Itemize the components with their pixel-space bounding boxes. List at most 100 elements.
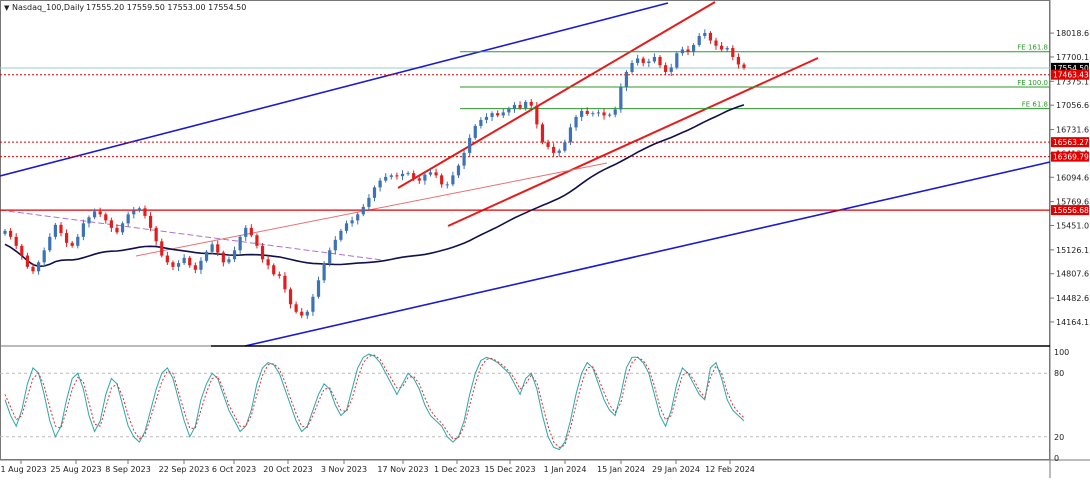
candle-body[interactable] bbox=[25, 255, 29, 267]
candle-body[interactable] bbox=[395, 175, 399, 177]
candle-body[interactable] bbox=[680, 49, 685, 54]
candle-body[interactable] bbox=[154, 227, 158, 242]
blue-channel-lower[interactable] bbox=[244, 161, 1051, 347]
candle-body[interactable] bbox=[652, 56, 657, 62]
candle-body[interactable] bbox=[148, 215, 153, 228]
candle-body[interactable] bbox=[3, 230, 7, 234]
candle-body[interactable] bbox=[339, 230, 343, 240]
candle-body[interactable] bbox=[356, 214, 360, 221]
candle-body[interactable] bbox=[120, 223, 125, 233]
candle-body[interactable] bbox=[288, 289, 293, 305]
candle-body[interactable] bbox=[557, 150, 561, 153]
candle-body[interactable] bbox=[568, 127, 573, 143]
candle-body[interactable] bbox=[176, 263, 181, 267]
candle-body[interactable] bbox=[372, 187, 377, 198]
candle-body[interactable] bbox=[512, 104, 517, 109]
candle-body[interactable] bbox=[8, 230, 13, 237]
candle-body[interactable] bbox=[647, 61, 651, 63]
candle-body[interactable] bbox=[546, 142, 550, 147]
candle-body[interactable] bbox=[227, 259, 231, 263]
candle-body[interactable] bbox=[81, 223, 85, 237]
candle-body[interactable] bbox=[143, 208, 147, 216]
candle-body[interactable] bbox=[641, 58, 645, 63]
candle-body[interactable] bbox=[524, 101, 528, 108]
candle-body[interactable] bbox=[59, 224, 63, 234]
candle-body[interactable] bbox=[742, 64, 746, 68]
candle-body[interactable] bbox=[328, 250, 332, 264]
oscillator-signal-line[interactable] bbox=[4, 354, 745, 448]
candle-body[interactable] bbox=[479, 119, 483, 126]
candle-body[interactable] bbox=[305, 311, 309, 316]
candle-body[interactable] bbox=[42, 250, 46, 263]
header-triangle[interactable]: ▼ bbox=[4, 4, 10, 12]
candle-body[interactable] bbox=[48, 236, 52, 251]
candle-body[interactable] bbox=[350, 220, 354, 224]
candle-body[interactable] bbox=[529, 101, 533, 106]
candle-body[interactable] bbox=[725, 47, 729, 50]
candle-body[interactable] bbox=[232, 250, 237, 260]
candle-body[interactable] bbox=[406, 173, 410, 175]
candle-body[interactable] bbox=[664, 65, 668, 72]
candle-body[interactable] bbox=[160, 241, 164, 256]
candle-body[interactable] bbox=[501, 112, 505, 116]
candle-body[interactable] bbox=[613, 109, 617, 115]
candle-body[interactable] bbox=[484, 116, 489, 120]
candle-body[interactable] bbox=[260, 245, 265, 260]
candle-body[interactable] bbox=[540, 124, 545, 143]
candle-body[interactable] bbox=[490, 113, 494, 117]
candle-body[interactable] bbox=[255, 235, 259, 246]
candle-body[interactable] bbox=[462, 152, 466, 166]
candle-body[interactable] bbox=[132, 210, 136, 215]
candle-body[interactable] bbox=[188, 257, 192, 266]
candle-body[interactable] bbox=[367, 197, 371, 207]
candle-body[interactable] bbox=[221, 252, 225, 263]
candle-body[interactable] bbox=[428, 172, 433, 175]
candle-body[interactable] bbox=[300, 311, 304, 316]
candle-body[interactable] bbox=[496, 113, 500, 116]
candle-body[interactable] bbox=[182, 257, 186, 264]
candle-body[interactable] bbox=[608, 114, 612, 116]
candle-body[interactable] bbox=[552, 146, 556, 153]
candle-body[interactable] bbox=[70, 242, 74, 246]
candle-body[interactable] bbox=[669, 67, 673, 72]
candle-body[interactable] bbox=[440, 175, 444, 185]
candle-body[interactable] bbox=[344, 223, 349, 231]
candle-body[interactable] bbox=[591, 113, 595, 115]
candle-body[interactable] bbox=[266, 259, 270, 266]
candle-body[interactable] bbox=[249, 227, 253, 236]
candle-body[interactable] bbox=[92, 211, 97, 218]
candle-body[interactable] bbox=[389, 175, 393, 177]
candle-body[interactable] bbox=[596, 112, 601, 114]
moving-average-line[interactable] bbox=[4, 104, 745, 268]
candle-body[interactable] bbox=[238, 236, 242, 251]
red-channel-upper[interactable] bbox=[397, 1, 716, 189]
candle-body[interactable] bbox=[697, 35, 701, 45]
candle-body[interactable] bbox=[322, 263, 326, 281]
candle-body[interactable] bbox=[658, 56, 662, 66]
candle-body[interactable] bbox=[294, 304, 298, 312]
candle-body[interactable] bbox=[104, 214, 108, 221]
candle-body[interactable] bbox=[115, 227, 119, 233]
candle-body[interactable] bbox=[451, 175, 455, 185]
candle-body[interactable] bbox=[64, 233, 69, 243]
candle-body[interactable] bbox=[412, 173, 416, 179]
candle-body[interactable] bbox=[473, 125, 477, 138]
candle-body[interactable] bbox=[210, 244, 214, 252]
candle-body[interactable] bbox=[703, 32, 707, 36]
candle-body[interactable] bbox=[585, 110, 589, 114]
candle-body[interactable] bbox=[624, 71, 629, 87]
candle-body[interactable] bbox=[98, 211, 102, 215]
candle-body[interactable] bbox=[434, 172, 438, 176]
candle-body[interactable] bbox=[708, 32, 713, 41]
blue-channel-upper[interactable] bbox=[0, 2, 669, 177]
candle-body[interactable] bbox=[692, 44, 696, 52]
candle-body[interactable] bbox=[400, 173, 405, 177]
candle-body[interactable] bbox=[109, 220, 113, 228]
candle-body[interactable] bbox=[630, 62, 634, 72]
candle-body[interactable] bbox=[417, 178, 421, 181]
candle-body[interactable] bbox=[216, 244, 220, 253]
candle-body[interactable] bbox=[361, 206, 365, 215]
candle-body[interactable] bbox=[456, 165, 461, 176]
